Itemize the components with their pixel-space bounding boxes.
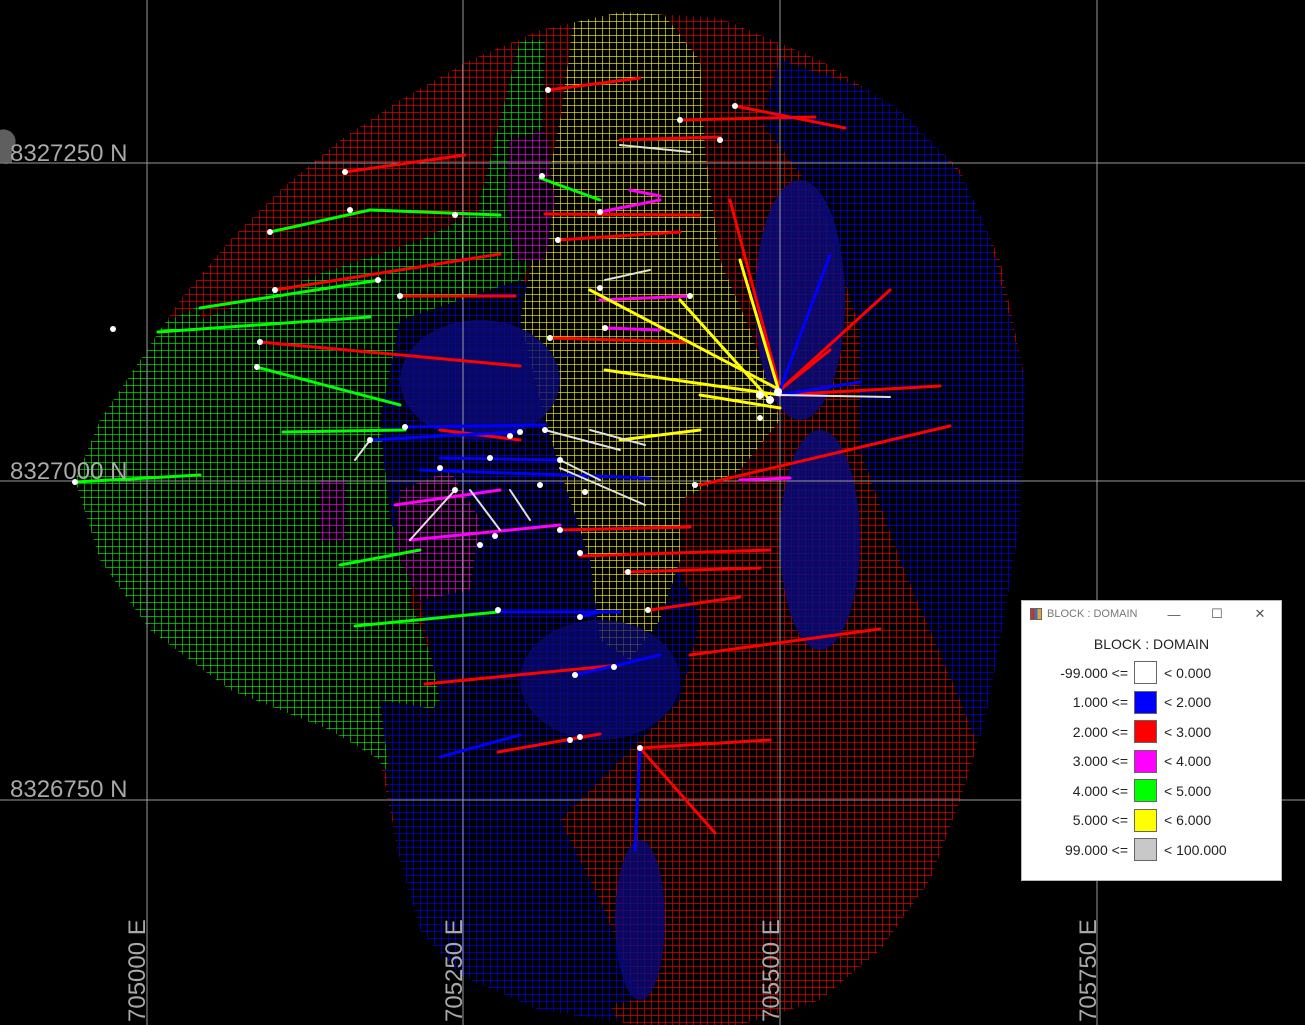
- legend-color-swatch: [1134, 838, 1157, 862]
- domain-blue-blocks-east: [760, 60, 1025, 800]
- legend-upper-bound: < 100.000: [1164, 841, 1227, 858]
- legend-row: 99.000 <= < 100.000: [1022, 835, 1281, 865]
- close-icon: ✕: [1254, 606, 1266, 621]
- close-button[interactable]: ✕: [1240, 601, 1280, 627]
- legend-upper-bound: < 5.000: [1164, 782, 1212, 799]
- legend-upper-bound: < 4.000: [1164, 753, 1212, 770]
- minimize-icon: —: [1167, 606, 1181, 622]
- legend-color-swatch: [1134, 661, 1157, 685]
- domain-green-blocks: [75, 40, 545, 770]
- legend-lower-bound: 5.000 <=: [1072, 812, 1128, 829]
- shaded-blue-lobe-2: [780, 430, 860, 650]
- shaded-blue-lobe-4: [615, 840, 665, 1000]
- shaded-blue-lobe-3: [400, 320, 560, 440]
- legend-lower-bound: -99.000 <=: [1060, 664, 1128, 681]
- domain-blue-blocks-south: [380, 700, 620, 1025]
- legend-row: 3.000 <= < 4.000: [1022, 747, 1281, 777]
- northing-label-3: 8326750 N: [10, 776, 128, 803]
- legend-row: 2.000 <= < 3.000: [1022, 717, 1281, 747]
- easting-label-4: 705750 E: [1075, 919, 1102, 1022]
- legend-row: 5.000 <= < 6.000: [1022, 806, 1281, 836]
- domain-red-blocks-nw: [200, 140, 480, 320]
- minimize-button[interactable]: —: [1154, 601, 1194, 627]
- legend-row: 4.000 <= < 5.000: [1022, 776, 1281, 806]
- app-icon: [1030, 608, 1042, 620]
- legend-upper-bound: < 6.000: [1164, 812, 1212, 829]
- legend-window[interactable]: BLOCK : DOMAIN — ☐ ✕ BLOCK : DOMAIN -99.…: [1021, 600, 1282, 881]
- legend-titlebar[interactable]: BLOCK : DOMAIN — ☐ ✕: [1022, 601, 1281, 627]
- legend-color-swatch: [1134, 749, 1157, 773]
- legend-upper-bound: < 3.000: [1164, 723, 1212, 740]
- legend-color-swatch: [1134, 808, 1157, 832]
- legend-upper-bound: < 0.000: [1164, 664, 1212, 681]
- legend-color-swatch: [1134, 779, 1157, 803]
- legend-heading: BLOCK : DOMAIN: [1093, 636, 1210, 652]
- domain-magenta-blocks-3: [320, 480, 345, 540]
- legend-lower-bound: 4.000 <=: [1072, 782, 1128, 799]
- legend-lower-bound: 99.000 <=: [1064, 841, 1128, 858]
- domain-magenta-blocks-1: [505, 130, 555, 260]
- cursor-remnant-icon: [0, 129, 16, 164]
- legend-row: 1.000 <= < 2.000: [1022, 688, 1281, 718]
- legend-window-title: BLOCK : DOMAIN: [1047, 608, 1138, 620]
- maximize-button[interactable]: ☐: [1197, 601, 1237, 627]
- legend-color-swatch: [1134, 720, 1157, 744]
- easting-label-2: 705250 E: [441, 919, 468, 1022]
- legend-lower-bound: 1.000 <=: [1072, 694, 1128, 711]
- drillhole-collars: [72, 87, 782, 751]
- northing-label-2: 8327000 N: [10, 458, 128, 485]
- domain-yellow-blocks: [520, 12, 780, 660]
- shaded-blue-lobe-1: [755, 180, 845, 420]
- legend-lower-bound: 3.000 <=: [1072, 753, 1128, 770]
- northing-label-1: 8327250 N: [10, 140, 128, 167]
- maximize-icon: ☐: [1211, 606, 1223, 621]
- legend-upper-bound: < 2.000: [1164, 694, 1212, 711]
- easting-label-1: 705000 E: [124, 919, 151, 1022]
- shaded-blue-lobe-5: [520, 620, 680, 740]
- easting-label-3: 705500 E: [758, 919, 785, 1022]
- legend-lower-bound: 2.000 <=: [1072, 723, 1128, 740]
- legend-rows: -99.000 <= < 0.000 1.000 <= < 2.000 2.000 <=…: [1022, 658, 1281, 865]
- legend-color-swatch: [1134, 690, 1157, 714]
- legend-row: -99.000 <= < 0.000: [1022, 658, 1281, 688]
